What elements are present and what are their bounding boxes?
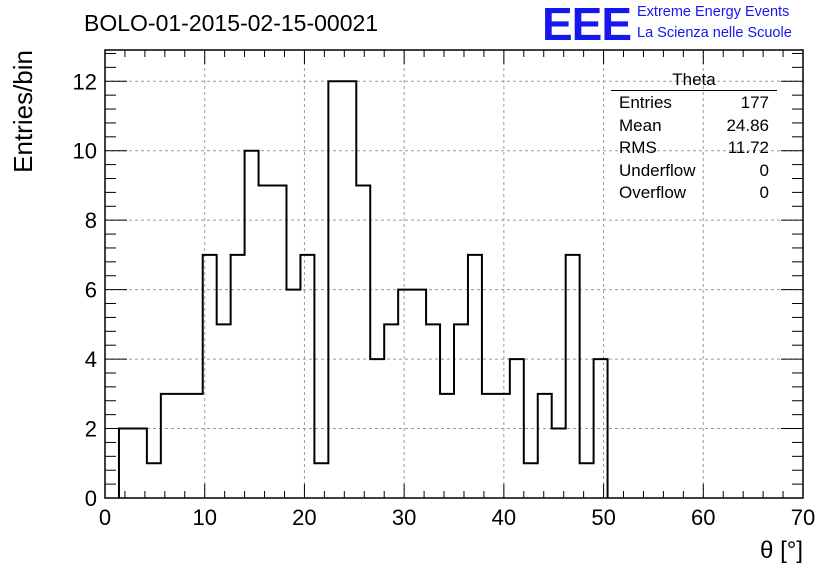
stats-box: Theta Entries 177 Mean 24.86 RMS 11.72 U… [611, 70, 777, 205]
stats-label: Underflow [619, 160, 696, 180]
stats-value: 0 [759, 160, 769, 180]
axis-ticks [104, 50, 804, 499]
grid-lines [105, 50, 803, 498]
histogram-bin [161, 394, 175, 498]
x-tick-label: 0 [99, 505, 111, 530]
histogram-bin [273, 185, 287, 498]
y-tick-label: 2 [85, 417, 97, 442]
y-tick-label: 4 [85, 347, 97, 372]
x-tick-label: 10 [192, 505, 216, 530]
histogram-bin [412, 290, 426, 498]
histogram-bin [384, 324, 398, 498]
y-tick-label: 8 [85, 208, 97, 233]
histogram-bin [203, 255, 217, 498]
histogram-bin [370, 359, 384, 498]
histogram-bin [524, 463, 538, 498]
histogram-bin [231, 255, 245, 498]
histogram-bin [314, 463, 328, 498]
stats-value: 24.86 [726, 115, 769, 135]
stats-value: 11.72 [727, 138, 769, 157]
histogram-bin [468, 255, 482, 498]
histogram-bin [566, 255, 580, 498]
x-tick-label: 70 [791, 505, 815, 530]
tick-labels: 0 10 20 30 40 50 60 70 0 2 4 6 8 10 12 θ [°] Entries/bin [8, 50, 815, 564]
x-tick-label: 40 [492, 505, 516, 530]
stats-divider [611, 90, 777, 91]
logo-line-2: La Scienza nelle Scuole [637, 25, 792, 41]
histogram-bin [147, 463, 161, 498]
stats-row-entries: Entries 177 [611, 92, 777, 115]
histogram-bin [245, 151, 259, 498]
x-tick-label: 60 [691, 505, 715, 530]
histogram-bin [342, 81, 356, 498]
plot-border [104, 49, 804, 499]
histogram-bin [594, 359, 608, 498]
run-title: BOLO-01-2015-02-15-00021 [84, 10, 379, 36]
histogram-bin [482, 394, 496, 498]
histogram-bin [454, 324, 468, 498]
stats-row-underflow: Underflow 0 [611, 160, 777, 183]
logo-line-1: Extreme Energy Events [637, 4, 790, 20]
x-tick-label: 20 [292, 505, 316, 530]
histogram-bin [300, 255, 314, 498]
y-axis-title: Entries/bin [8, 50, 38, 173]
stats-value: 177 [740, 93, 769, 112]
y-tick-label: 12 [73, 69, 97, 94]
histogram-bin [510, 359, 524, 498]
histogram-bin [189, 394, 203, 498]
eee-logo: EEE [542, 0, 632, 50]
histogram [117, 80, 609, 498]
histogram-bin [440, 394, 454, 498]
histogram-outline [117, 80, 609, 498]
histogram-bin [398, 290, 412, 498]
y-tick-label: 0 [85, 486, 97, 511]
x-axis-title: θ [°] [760, 537, 803, 564]
histogram-bin [426, 324, 440, 498]
stats-row-rms: RMS 11.72 [611, 137, 777, 160]
stats-row-overflow: Overflow 0 [611, 182, 777, 205]
stats-title: Theta [672, 70, 716, 89]
histogram-bin [259, 185, 273, 498]
y-tick-label: 6 [85, 278, 97, 303]
stats-label: RMS [619, 138, 657, 157]
histogram-bin [580, 463, 594, 498]
histogram-bin [538, 394, 552, 498]
plot-frame [104, 49, 804, 499]
histogram-bin [286, 290, 300, 498]
stats-label: Mean [619, 115, 662, 135]
histogram-bin [217, 324, 231, 498]
y-tick-label: 10 [73, 139, 97, 164]
histogram-bin [175, 394, 189, 498]
x-tick-label: 30 [392, 505, 416, 530]
histogram-bin [133, 429, 147, 498]
stats-value: 0 [759, 183, 769, 202]
histogram-bin [328, 81, 342, 498]
x-tick-label: 50 [591, 505, 615, 530]
histogram-bin [119, 429, 133, 498]
histogram-bin [356, 185, 370, 498]
stats-label: Overflow [619, 183, 687, 202]
stats-label: Entries [619, 93, 672, 112]
stats-row-mean: Mean 24.86 [611, 115, 777, 138]
histogram-bin [552, 429, 566, 498]
histogram-bin [496, 394, 510, 498]
